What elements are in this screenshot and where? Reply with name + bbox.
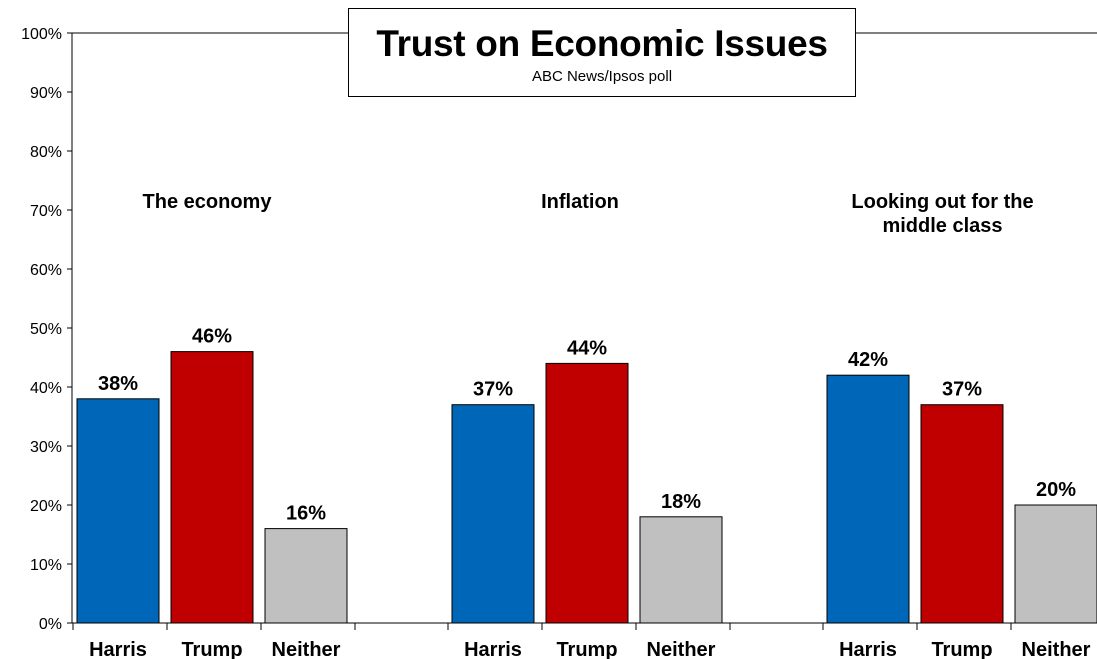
category-label-trump: Trump bbox=[556, 639, 617, 659]
bar-trump bbox=[920, 404, 1004, 624]
y-axis: 0% 10% 20% 30% 40% 50% 60% 70% 80% 90% 100% bbox=[21, 26, 1097, 633]
value-label: 44% bbox=[567, 337, 607, 359]
value-label: 16% bbox=[286, 503, 326, 525]
y-tick-label: 10% bbox=[30, 557, 62, 574]
y-tick-label: 90% bbox=[30, 85, 62, 102]
value-label: 38% bbox=[98, 373, 138, 395]
bar-harris bbox=[451, 404, 535, 624]
category-label-harris: Harris bbox=[89, 639, 147, 659]
y-tick-label: 70% bbox=[30, 203, 62, 220]
y-tick-label: 80% bbox=[30, 144, 62, 161]
value-label: 20% bbox=[1036, 479, 1076, 501]
chart-subtitle: ABC News/Ipsos poll bbox=[531, 68, 673, 85]
y-tick-label: 100% bbox=[21, 26, 62, 43]
y-tick-label: 50% bbox=[30, 321, 62, 338]
bar-harris bbox=[826, 374, 910, 624]
value-label: 37% bbox=[473, 379, 513, 401]
category-label-harris: Harris bbox=[464, 639, 522, 659]
x-axis bbox=[72, 622, 1097, 630]
category-label-neither: Neither bbox=[647, 639, 716, 659]
bar-trump bbox=[545, 362, 629, 624]
value-label: 42% bbox=[848, 349, 888, 371]
category-label-trump: Trump bbox=[931, 639, 992, 659]
y-tick-label: 40% bbox=[30, 380, 62, 397]
value-labels: 38% 46% 16% 37% 44% 18% 42% 37% 20% bbox=[98, 326, 1076, 525]
group-label-the-economy: The economy bbox=[142, 191, 272, 213]
chart-title-box: Trust on Economic Issues ABC News/Ipsos … bbox=[348, 8, 856, 97]
category-label-neither: Neither bbox=[1022, 639, 1091, 659]
category-label-harris: Harris bbox=[839, 639, 897, 659]
y-tick-label: 30% bbox=[30, 439, 62, 456]
group-label-inflation: Inflation bbox=[541, 191, 619, 213]
category-label-neither: Neither bbox=[272, 639, 341, 659]
value-label: 37% bbox=[942, 379, 982, 401]
chart-title: Trust on Economic Issues bbox=[376, 23, 828, 64]
category-labels: Harris Trump Neither Harris Trump Neither Harr… bbox=[89, 639, 1091, 659]
value-label: 46% bbox=[192, 326, 232, 348]
category-label-trump: Trump bbox=[181, 639, 242, 659]
bar-neither bbox=[1014, 504, 1097, 624]
y-tick-label: 0% bbox=[39, 616, 62, 633]
y-tick-label: 20% bbox=[30, 498, 62, 515]
y-tick-label: 60% bbox=[30, 262, 62, 279]
bars bbox=[76, 351, 1097, 624]
value-label: 18% bbox=[661, 491, 701, 513]
bar-neither bbox=[639, 516, 723, 624]
bar-trump bbox=[170, 351, 254, 624]
bar-neither bbox=[264, 528, 348, 624]
bar-harris bbox=[76, 398, 160, 624]
group-label-middle-class: Looking out for the middle class bbox=[851, 191, 1034, 237]
